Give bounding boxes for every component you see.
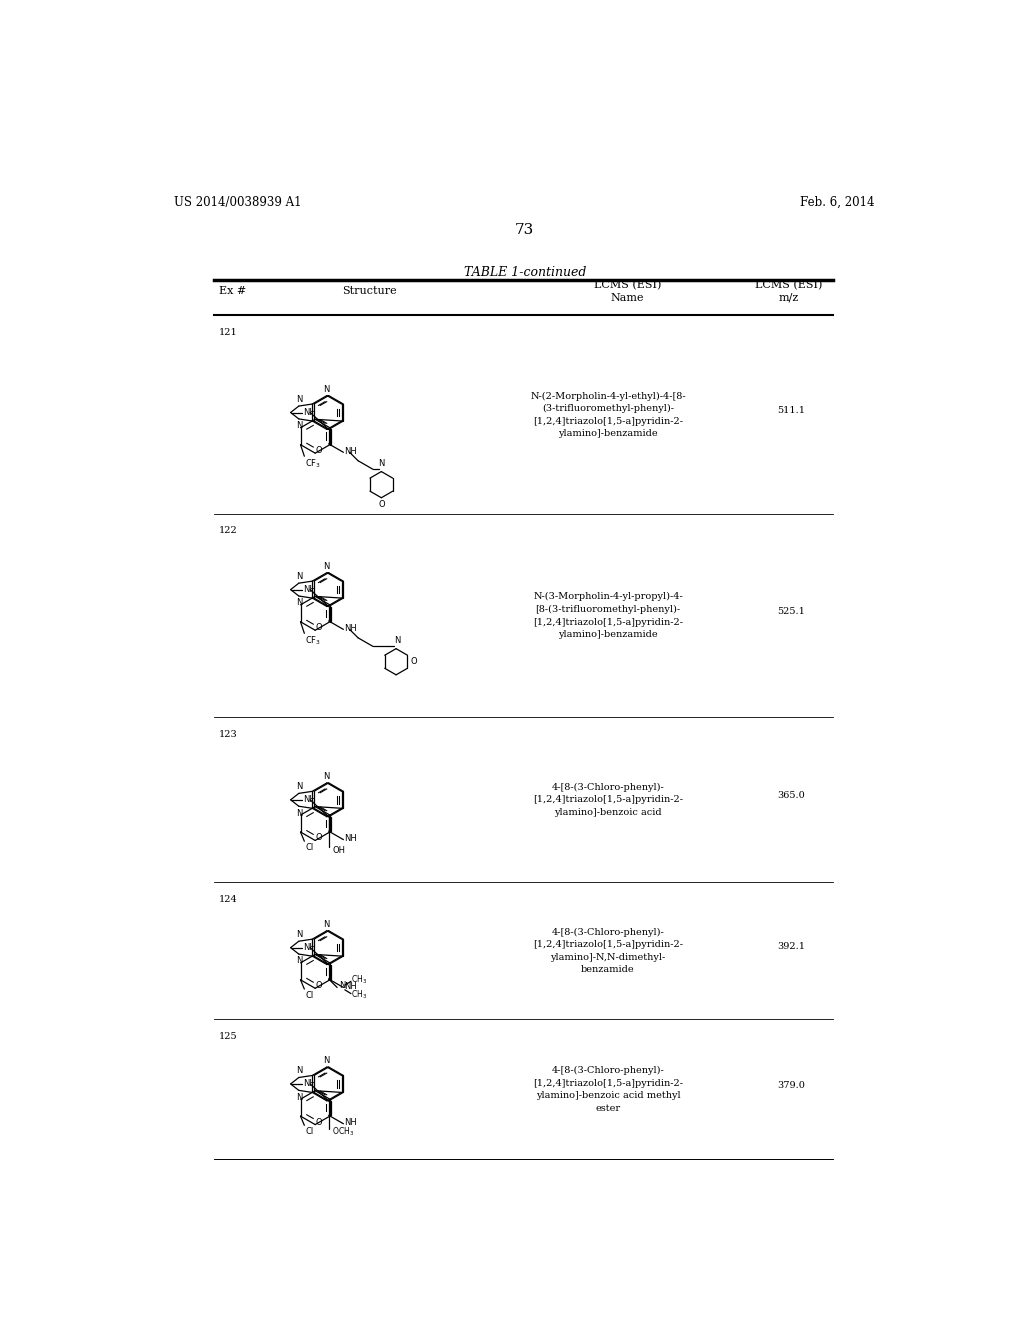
Text: N: N [323, 562, 330, 572]
Text: NH: NH [344, 834, 357, 843]
Text: NH: NH [303, 796, 316, 804]
Text: N: N [296, 781, 303, 791]
Text: 73: 73 [515, 223, 535, 238]
Text: N: N [296, 421, 303, 430]
Text: N: N [296, 929, 303, 939]
Text: O: O [315, 446, 323, 455]
Text: OH: OH [333, 846, 345, 855]
Text: 124: 124 [219, 895, 238, 903]
Text: N: N [296, 809, 303, 817]
Text: CH$_3$: CH$_3$ [351, 974, 368, 986]
Text: NH: NH [344, 624, 357, 634]
Text: O: O [315, 833, 323, 842]
Text: 379.0: 379.0 [777, 1081, 805, 1090]
Text: NH: NH [344, 1118, 357, 1127]
Text: CF$_3$: CF$_3$ [305, 635, 322, 647]
Text: N: N [296, 598, 303, 607]
Text: Cl: Cl [305, 1127, 313, 1137]
Text: Structure: Structure [342, 286, 396, 296]
Text: N: N [323, 772, 330, 781]
Text: N: N [296, 1067, 303, 1076]
Text: Cl: Cl [305, 990, 313, 999]
Text: 125: 125 [219, 1032, 238, 1040]
Text: N: N [296, 1093, 303, 1102]
Text: CH$_3$: CH$_3$ [351, 989, 368, 1002]
Text: N: N [296, 395, 303, 404]
Text: 4-[8-(3-Chloro-phenyl)-
[1,2,4]triazolo[1,5-a]pyridin-2-
ylamino]-benzoic acid m: 4-[8-(3-Chloro-phenyl)- [1,2,4]triazolo[… [532, 1067, 683, 1113]
Text: NH: NH [303, 408, 316, 417]
Text: 4-[8-(3-Chloro-phenyl)-
[1,2,4]triazolo[1,5-a]pyridin-2-
ylamino]-benzoic acid: 4-[8-(3-Chloro-phenyl)- [1,2,4]triazolo[… [532, 783, 683, 817]
Text: 4-[8-(3-Chloro-phenyl)-
[1,2,4]triazolo[1,5-a]pyridin-2-
ylamino]-N,N-dimethyl-
: 4-[8-(3-Chloro-phenyl)- [1,2,4]triazolo[… [532, 928, 683, 974]
Text: Name: Name [610, 293, 644, 302]
Text: O: O [315, 1118, 323, 1126]
Text: OCH$_3$: OCH$_3$ [332, 1126, 354, 1138]
Text: Cl: Cl [305, 842, 313, 851]
Text: N: N [339, 981, 346, 990]
Text: CF$_3$: CF$_3$ [305, 458, 322, 470]
Text: N: N [393, 636, 400, 644]
Text: NH: NH [303, 1080, 316, 1089]
Text: Feb. 6, 2014: Feb. 6, 2014 [801, 195, 874, 209]
Text: O: O [315, 981, 323, 990]
Text: N: N [323, 1056, 330, 1065]
Text: O: O [378, 500, 385, 510]
Text: O: O [411, 657, 418, 667]
Text: N: N [323, 385, 330, 395]
Text: N: N [323, 920, 330, 929]
Text: NH: NH [303, 585, 316, 594]
Text: LCMS (ESI): LCMS (ESI) [756, 280, 822, 290]
Text: O: O [315, 623, 323, 632]
Text: NH: NH [344, 447, 357, 455]
Text: 365.0: 365.0 [777, 792, 805, 800]
Text: NH: NH [344, 982, 357, 991]
Text: N-(2-Morpholin-4-yl-ethyl)-4-[8-
(3-trifluoromethyl-phenyl)-
[1,2,4]triazolo[1,5: N-(2-Morpholin-4-yl-ethyl)-4-[8- (3-trif… [530, 392, 686, 438]
Text: m/z: m/z [779, 293, 799, 302]
Text: N: N [296, 957, 303, 965]
Text: N: N [296, 572, 303, 581]
Text: LCMS (ESI): LCMS (ESI) [594, 280, 660, 290]
Text: 525.1: 525.1 [777, 607, 805, 616]
Text: N-(3-Morpholin-4-yl-propyl)-4-
[8-(3-trifluoromethyl-phenyl)-
[1,2,4]triazolo[1,: N-(3-Morpholin-4-yl-propyl)-4- [8-(3-tri… [532, 593, 683, 639]
Text: 122: 122 [219, 527, 238, 536]
Text: 123: 123 [219, 730, 238, 739]
Text: US 2014/0038939 A1: US 2014/0038939 A1 [174, 195, 302, 209]
Text: NH: NH [303, 944, 316, 952]
Text: 511.1: 511.1 [777, 407, 805, 416]
Text: TABLE 1-continued: TABLE 1-continued [464, 265, 586, 279]
Text: N: N [378, 459, 385, 467]
Text: 392.1: 392.1 [777, 942, 805, 952]
Text: 121: 121 [219, 327, 238, 337]
Text: Ex #: Ex # [219, 286, 247, 296]
